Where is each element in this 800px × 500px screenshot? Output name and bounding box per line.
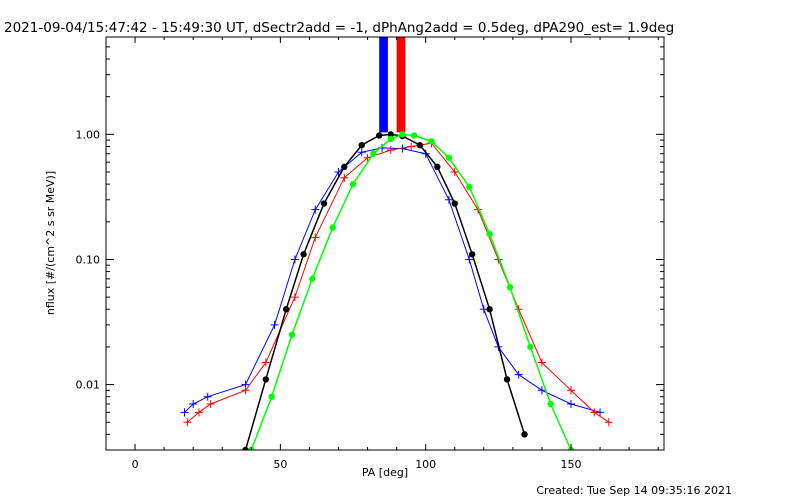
- data-point: [206, 399, 215, 408]
- series-2-line: [187, 142, 610, 423]
- series-3: [242, 131, 528, 450]
- data-point: [567, 399, 575, 408]
- data-point: [242, 446, 249, 450]
- x-tick-label: 0: [132, 458, 139, 471]
- data-point: [445, 154, 453, 161]
- data-point: [341, 163, 348, 171]
- series-1-line: [184, 147, 601, 413]
- data-point: [320, 200, 328, 207]
- data-point: [527, 343, 534, 351]
- y-tick-label: 1.00: [76, 128, 101, 141]
- data-point: [387, 135, 395, 143]
- data-point: [311, 233, 320, 242]
- data-point: [521, 431, 528, 438]
- vertical-bar-2: [396, 37, 406, 133]
- data-point: [290, 255, 299, 264]
- data-point: [311, 205, 320, 214]
- data-point: [268, 393, 275, 400]
- data-point: [357, 148, 366, 157]
- y-axis-label: nflux [#/(cm^2 s sr MeV)]: [44, 171, 57, 315]
- data-point: [290, 293, 299, 302]
- data-point: [604, 418, 613, 427]
- series-4-line: [250, 133, 572, 450]
- data-point: [486, 306, 493, 313]
- data-point: [387, 131, 395, 138]
- data-point: [370, 150, 377, 157]
- data-point: [189, 399, 198, 408]
- data-point: [421, 149, 430, 158]
- chart-title: 2021-09-04/15:47:42 - 15:49:30 UT, dSect…: [4, 20, 674, 36]
- x-axis: 0 50 100 150: [132, 37, 659, 471]
- vertical-bar-1: [379, 37, 388, 133]
- data-point: [288, 331, 296, 338]
- plot-frame: [105, 36, 665, 451]
- data-point: [537, 358, 546, 367]
- data-point: [434, 163, 441, 171]
- data-point: [590, 408, 599, 417]
- data-point: [340, 173, 349, 182]
- data-point: [329, 224, 336, 231]
- data-point: [503, 376, 511, 383]
- x-axis-label: PA [deg]: [362, 466, 408, 479]
- data-point: [241, 386, 250, 395]
- y-tick-label: 0.10: [76, 253, 101, 266]
- x-tick-label: 100: [415, 458, 436, 471]
- x-tick-label: 50: [273, 458, 287, 471]
- data-point: [416, 141, 424, 149]
- data-point: [567, 386, 575, 395]
- data-point: [450, 168, 459, 177]
- series-3-line: [244, 133, 526, 450]
- data-point: [386, 145, 395, 154]
- data-point: [195, 408, 203, 417]
- data-point: [444, 195, 453, 204]
- plot-area: [180, 37, 613, 450]
- data-point: [428, 138, 435, 145]
- y-tick-label: 0.01: [76, 379, 101, 392]
- data-point: [349, 180, 357, 188]
- data-point: [486, 230, 493, 238]
- data-point: [183, 418, 192, 427]
- data-point: [514, 370, 523, 379]
- data-point: [203, 392, 212, 401]
- series-4: [248, 131, 575, 450]
- x-tick-label: 150: [561, 458, 582, 471]
- created-timestamp: Created: Tue Sep 14 09:35:16 2021: [536, 484, 732, 497]
- data-point: [375, 132, 383, 139]
- data-point: [465, 255, 474, 264]
- data-point: [399, 131, 406, 138]
- data-point: [537, 386, 546, 395]
- data-point: [466, 183, 473, 191]
- data-point: [180, 408, 189, 417]
- data-point: [410, 132, 418, 139]
- data-point: [300, 251, 307, 258]
- data-point: [262, 376, 270, 383]
- data-point: [309, 275, 316, 283]
- series-1: [180, 143, 605, 417]
- data-point: [261, 358, 270, 367]
- data-point: [506, 284, 514, 291]
- y-axis: 0.01 0.10 1.00: [76, 36, 664, 451]
- data-point: [468, 251, 476, 258]
- data-point: [358, 141, 365, 149]
- data-point: [451, 200, 458, 207]
- data-point: [407, 142, 416, 151]
- data-point: [547, 400, 554, 408]
- data-point: [270, 320, 279, 329]
- data-point: [282, 306, 290, 313]
- series-2: [183, 139, 613, 427]
